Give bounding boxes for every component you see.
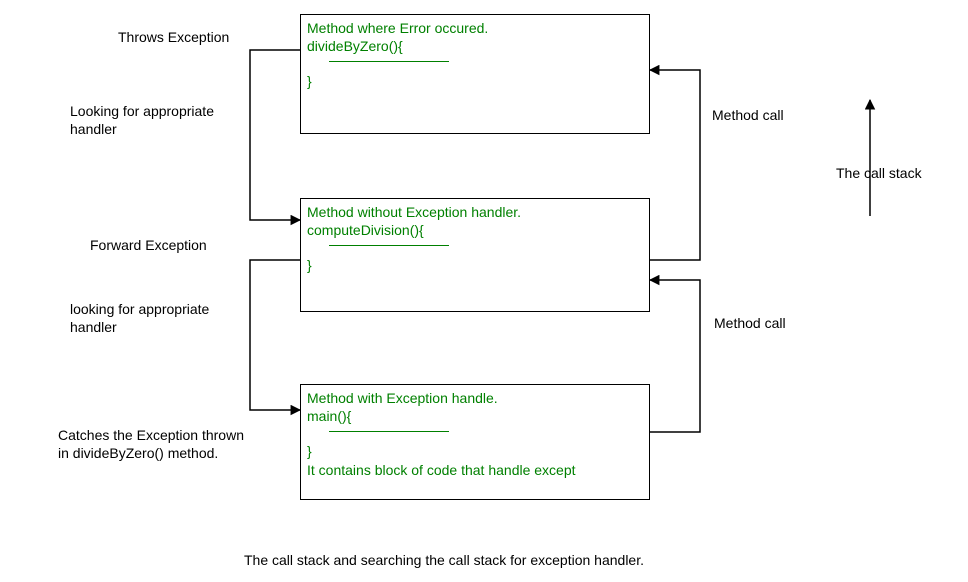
label-catches-exception-1: Catches the Exception thrown [58, 426, 244, 444]
box-underline [329, 431, 449, 432]
box-title: Method without Exception handler. [307, 203, 643, 221]
box-title: Method where Error occured. [307, 19, 643, 37]
label-method-call-1: Method call [712, 106, 784, 124]
box-underline [329, 245, 449, 246]
exception-flow-diagram: Method where Error occured. divideByZero… [0, 0, 968, 582]
connector-left-down-1 [250, 50, 300, 220]
box-divide-by-zero: Method where Error occured. divideByZero… [300, 14, 650, 134]
box-main: Method with Exception handle. main(){ } … [300, 384, 650, 500]
label-throws-exception: Throws Exception [118, 28, 229, 46]
label-call-stack: The call stack [836, 164, 922, 182]
connector-left-down-2 [250, 260, 300, 410]
box-footer: It contains block of code that handle ex… [307, 461, 643, 479]
diagram-caption: The call stack and searching the call st… [244, 552, 644, 568]
box-title: Method with Exception handle. [307, 389, 643, 407]
box-compute-division: Method without Exception handler. comput… [300, 198, 650, 312]
box-method: computeDivision(){ [307, 221, 643, 239]
label-catches-exception-2: in divideByZero() method. [58, 444, 218, 462]
label-looking-handler-1b: handler [70, 120, 117, 138]
box-close: } [307, 442, 643, 460]
box-underline [329, 61, 449, 62]
box-method: divideByZero(){ [307, 37, 643, 55]
connector-right-up-1 [650, 70, 700, 260]
connector-right-up-2 [650, 280, 700, 432]
box-close: } [307, 256, 643, 274]
label-looking-handler-1a: Looking for appropriate [70, 102, 214, 120]
label-method-call-2: Method call [714, 314, 786, 332]
box-close: } [307, 72, 643, 90]
box-method: main(){ [307, 407, 643, 425]
label-looking-handler-2b: handler [70, 318, 117, 336]
label-forward-exception: Forward Exception [90, 236, 207, 254]
label-looking-handler-2a: looking for appropriate [70, 300, 209, 318]
